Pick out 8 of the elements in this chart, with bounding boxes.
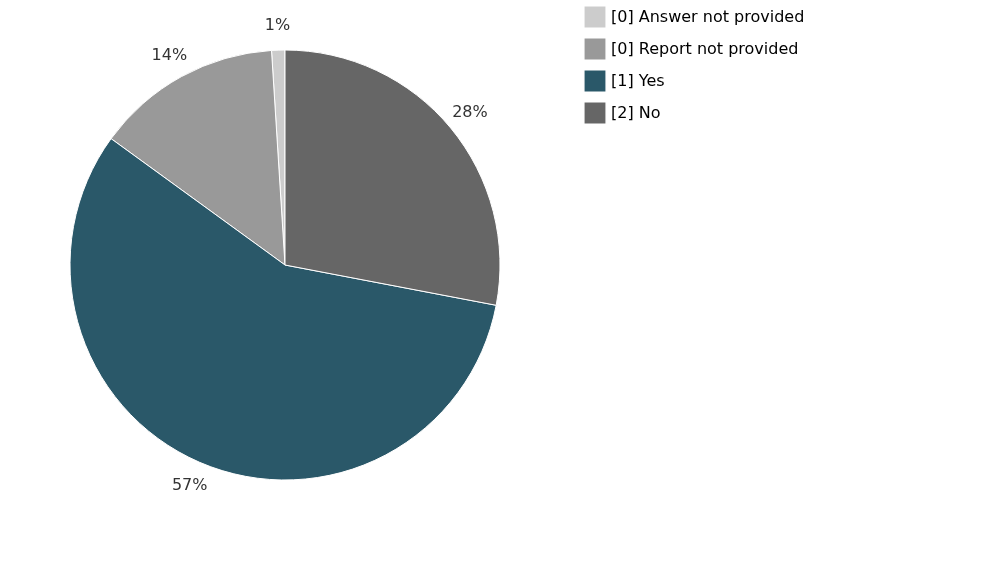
legend-label: [0] Report not provided [611,39,799,58]
data-label: 1% [264,15,291,35]
data-label: 14% [151,44,188,64]
data-label: 28% [452,102,488,122]
legend-label: [0] Answer not provided [611,7,805,26]
legend-label: [2] No [611,103,661,122]
legend-label: [1] Yes [611,71,665,90]
data-label: 57% [171,475,208,495]
